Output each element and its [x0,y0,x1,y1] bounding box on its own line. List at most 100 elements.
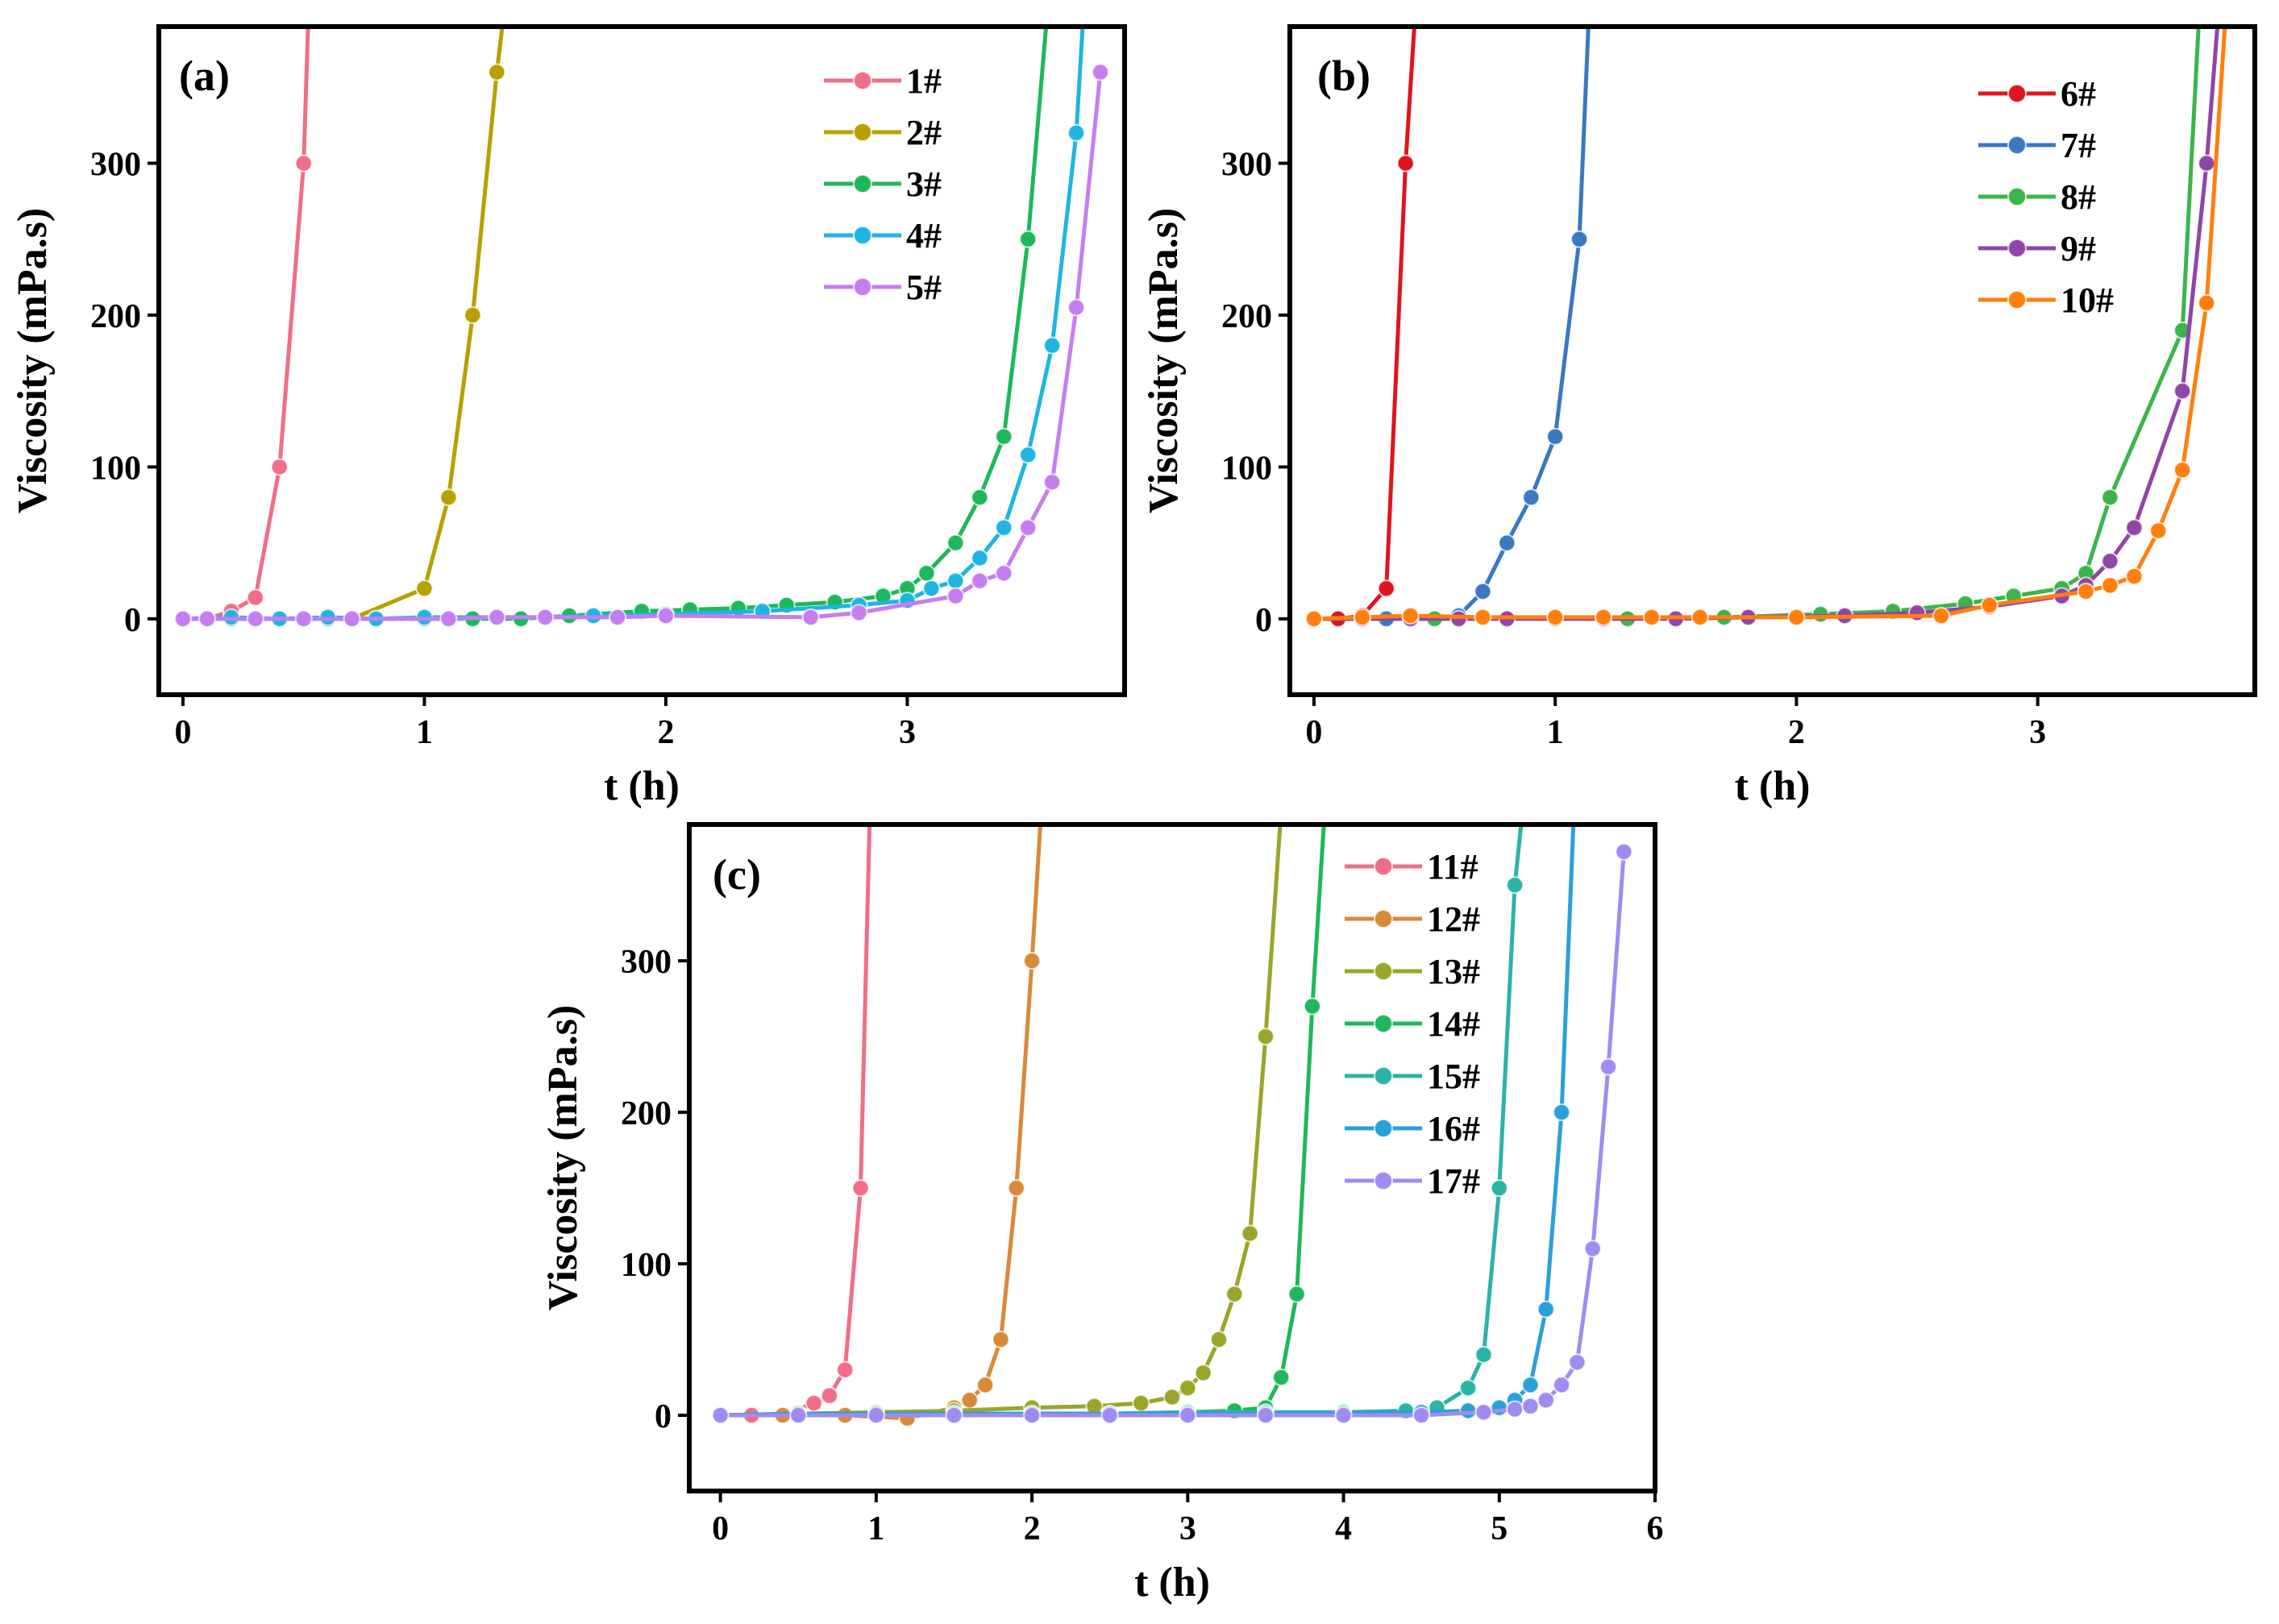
data-point-5# [801,608,820,626]
legend-marker-4# [853,226,872,245]
legend-label-8#: 8# [2061,177,2096,217]
data-point-5# [198,609,216,628]
legend-label-14#: 14# [1427,1004,1480,1044]
data-point-13# [1179,1379,1197,1398]
legend-label-4#: 4# [906,216,942,255]
data-point-5# [850,604,868,622]
data-point-8# [2101,488,2119,507]
legend-label-6#: 6# [2061,74,2096,114]
data-point-3# [917,564,936,583]
data-point-13# [1256,1028,1275,1046]
data-point-7# [1546,427,1565,446]
data-point-5# [946,587,965,605]
x-axis-label: t (h) [604,763,680,809]
legend-marker-8# [2007,187,2027,206]
data-point-17# [1506,1400,1524,1418]
data-point-10# [1787,608,1806,626]
data-point-14# [1287,1285,1306,1303]
legend-label-12#: 12# [1427,899,1480,939]
data-point-17# [789,1406,808,1425]
data-point-12# [1023,952,1042,970]
data-point-7# [1474,582,1492,600]
data-point-13# [1241,1224,1259,1243]
series-line-5# [182,72,1103,621]
data-point-5# [343,609,361,628]
data-point-17# [1023,1406,1042,1425]
data-point-11# [805,1393,823,1412]
data-point-15# [1474,1345,1493,1364]
legend-marker-16# [1374,1119,1393,1138]
data-point-3# [971,488,989,507]
y-axis-label: Viscosity (mPa.s) [540,1005,586,1310]
series-line-12# [720,824,1043,1421]
data-point-4# [1043,336,1062,355]
data-point-14# [1303,997,1321,1016]
data-point-13# [1132,1393,1150,1412]
x-tick-label: 2 [1788,714,1805,751]
legend-label-10#: 10# [2061,280,2114,320]
x-tick-label: 3 [2029,714,2046,751]
data-point-10# [1304,609,1323,628]
data-point-10# [1932,607,1950,625]
data-point-5# [294,609,313,628]
y-tick-label: 100 [621,1247,672,1284]
panel-label: (b) [1317,52,1370,100]
data-point-10# [1642,608,1661,626]
data-point-1# [270,458,289,476]
data-point-17# [1553,1376,1571,1394]
series-line-4# [182,27,1085,621]
data-point-10# [1474,608,1492,626]
legend-label-9#: 9# [2061,229,2096,268]
y-tick-label: 0 [1255,602,1272,639]
legend-label-2#: 2# [906,113,942,152]
data-point-10# [1691,608,1709,626]
legend-label-5#: 5# [906,268,942,307]
data-point-13# [1194,1364,1212,1382]
legend-label-3#: 3# [906,164,942,204]
legend-marker-10# [2007,290,2027,309]
data-point-17# [1412,1406,1431,1425]
legend-marker-14# [1374,1014,1393,1033]
data-point-4# [1067,123,1086,142]
legend: 1# 2# 3# 4# 5# [824,61,942,307]
data-point-7# [1581,3,1597,19]
data-point-17# [1100,1406,1119,1425]
legend-marker-1# [853,71,872,90]
data-point-1# [246,588,264,607]
data-point-14# [1272,1369,1291,1387]
data-point-10# [2077,582,2095,600]
data-point-16# [1490,1398,1508,1417]
series-line-15# [720,824,1524,1418]
x-tick-label: 0 [712,1510,729,1547]
data-point-17# [1583,1240,1602,1258]
plot-frame [687,822,1657,1493]
x-tick-label: 0 [1305,714,1322,751]
data-point-8# [2191,3,2207,19]
data-point-5# [173,609,192,628]
legend-marker-17# [1374,1171,1393,1190]
legend-marker-3# [853,174,872,193]
data-point-10# [1353,608,1371,626]
legend-label-7#: 7# [2061,126,2096,165]
data-point-11# [862,801,878,817]
data-point-4# [946,571,965,590]
data-point-16# [1521,1376,1540,1394]
data-point-10# [1595,608,1613,626]
data-point-6# [1396,154,1415,172]
series-line-1# [182,27,310,621]
data-point-17# [1334,1406,1353,1425]
data-point-5# [971,571,989,590]
y-tick-label: 200 [621,1095,672,1132]
legend-label-1#: 1# [906,61,942,101]
data-point-17# [1568,1353,1587,1372]
x-tick-label: 3 [1179,1510,1196,1547]
series-line-3# [182,27,1049,621]
data-point-9# [2210,3,2227,19]
x-tick-label: 5 [1491,1510,1508,1547]
data-point-17# [867,1406,885,1425]
data-point-15# [1490,1179,1508,1198]
series-line-11# [720,824,872,1418]
data-point-5# [439,609,458,628]
data-point-9# [2125,518,2144,537]
legend-marker-13# [1374,962,1393,981]
